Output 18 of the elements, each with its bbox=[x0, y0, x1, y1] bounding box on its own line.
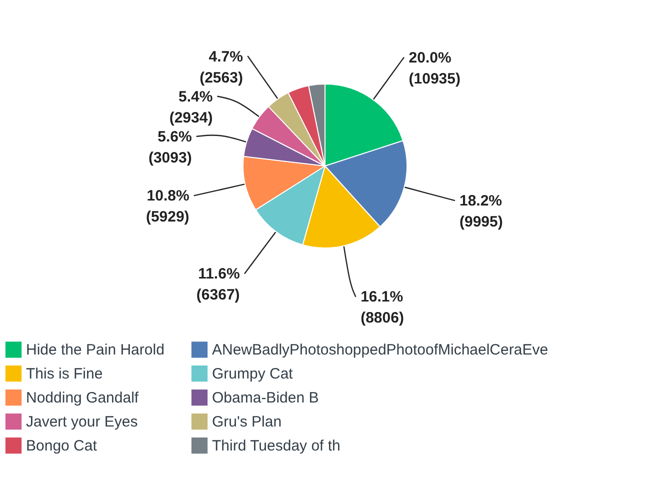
legend-label: This is Fine bbox=[26, 366, 103, 382]
legend-label: Hide the Pain Harold bbox=[26, 342, 164, 359]
data-label: 18.2% (9995) bbox=[459, 192, 503, 230]
legend-label: Javert your Eyes bbox=[26, 414, 138, 430]
legend-label: Bongo Cat bbox=[26, 438, 98, 454]
legend-label: Obama-Biden B bbox=[212, 390, 319, 406]
legend-label: Grumpy Cat bbox=[212, 366, 294, 382]
data-label: 4.7% (2563) bbox=[200, 48, 243, 86]
data-label: 5.6% (3093) bbox=[148, 128, 192, 166]
legend-label: Third Tuesday of th bbox=[212, 438, 340, 454]
legend-label: Gru's Plan bbox=[212, 414, 282, 430]
legend-label: ANewBadlyPhotoshoppedPhotoofMichaelCeraEve bbox=[212, 342, 548, 359]
legend-label: Nodding Gandalf bbox=[26, 390, 140, 406]
data-label: 16.1% (8806) bbox=[360, 288, 404, 326]
data-label: 11.6% (6367) bbox=[196, 265, 240, 304]
data-label: 5.4% (2934) bbox=[169, 88, 213, 126]
data-label: 10.8% (5929) bbox=[146, 188, 190, 226]
data-label: 20.0% (10935) bbox=[408, 50, 460, 88]
